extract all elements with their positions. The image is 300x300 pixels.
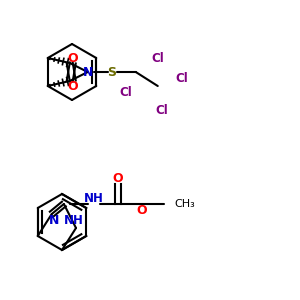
Text: O: O: [68, 52, 78, 64]
Text: O: O: [112, 172, 123, 184]
Text: O: O: [136, 205, 147, 218]
Text: N: N: [49, 214, 59, 227]
Text: Cl: Cl: [176, 71, 188, 85]
Text: CH₃: CH₃: [174, 199, 195, 209]
Text: NH: NH: [64, 214, 84, 227]
Text: S: S: [107, 65, 116, 79]
Text: N: N: [82, 65, 93, 79]
Text: NH: NH: [84, 191, 104, 205]
Text: O: O: [68, 80, 78, 92]
Text: Cl: Cl: [152, 52, 164, 64]
Text: Cl: Cl: [119, 86, 132, 100]
Text: Cl: Cl: [155, 104, 168, 118]
